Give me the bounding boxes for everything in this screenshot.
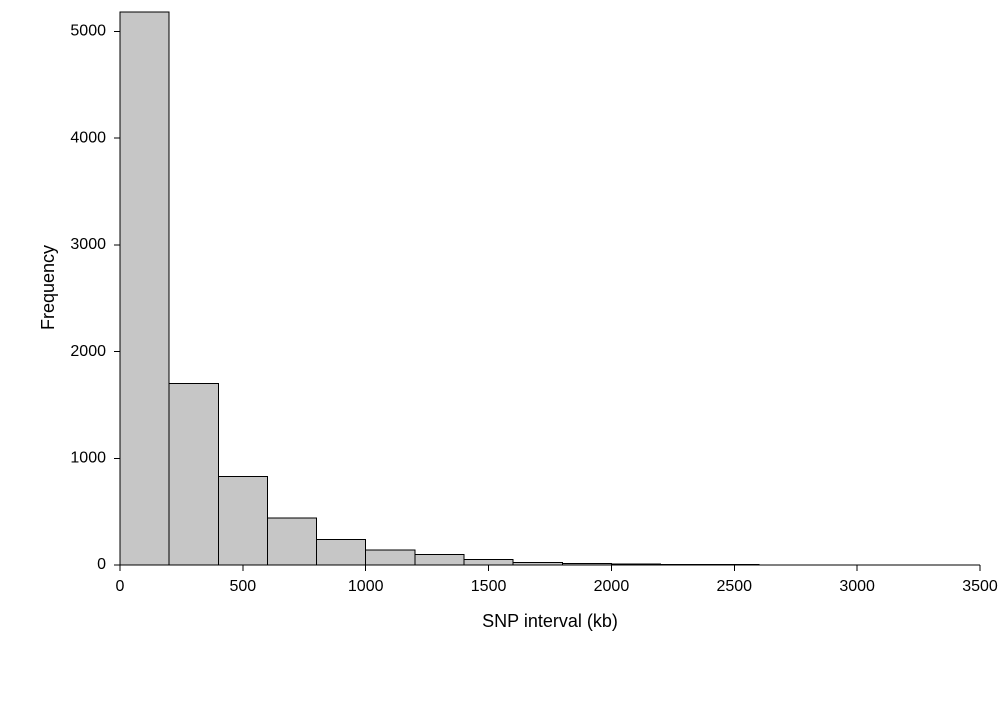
histogram-bar [169,384,218,565]
y-tick-label: 5000 [70,23,106,40]
y-tick-label: 4000 [70,129,106,146]
chart-svg: 0 500 1000 1500 2000 2500 3000 3500 SNP interval… [0,0,1000,703]
x-tick-label: 3500 [962,578,998,595]
y-tick-label: 3000 [70,236,106,253]
y-tick-label: 2000 [70,343,106,360]
histogram-bar [415,554,464,565]
x-tick-label: 3000 [839,578,875,595]
histogram-bar [267,518,316,565]
histogram-chart: 0 500 1000 1500 2000 2500 3000 3500 SNP interval… [0,0,1000,703]
histogram-bar [218,476,267,565]
y-tick-label: 0 [97,556,106,573]
histogram-bar [464,560,513,565]
y-axis-label: Frequency [38,245,58,330]
x-tick-label: 500 [230,578,257,595]
x-axis-label: SNP interval (kb) [482,611,618,631]
x-tick-label: 2000 [594,578,630,595]
x-tick-label: 1000 [348,578,384,595]
histogram-bar [366,550,415,565]
x-tick-label: 2500 [716,578,752,595]
x-tick-label: 0 [116,578,125,595]
histogram-bar [120,12,169,565]
x-tick-label: 1500 [471,578,507,595]
histogram-bar [317,539,366,565]
y-tick-label: 1000 [70,449,106,466]
